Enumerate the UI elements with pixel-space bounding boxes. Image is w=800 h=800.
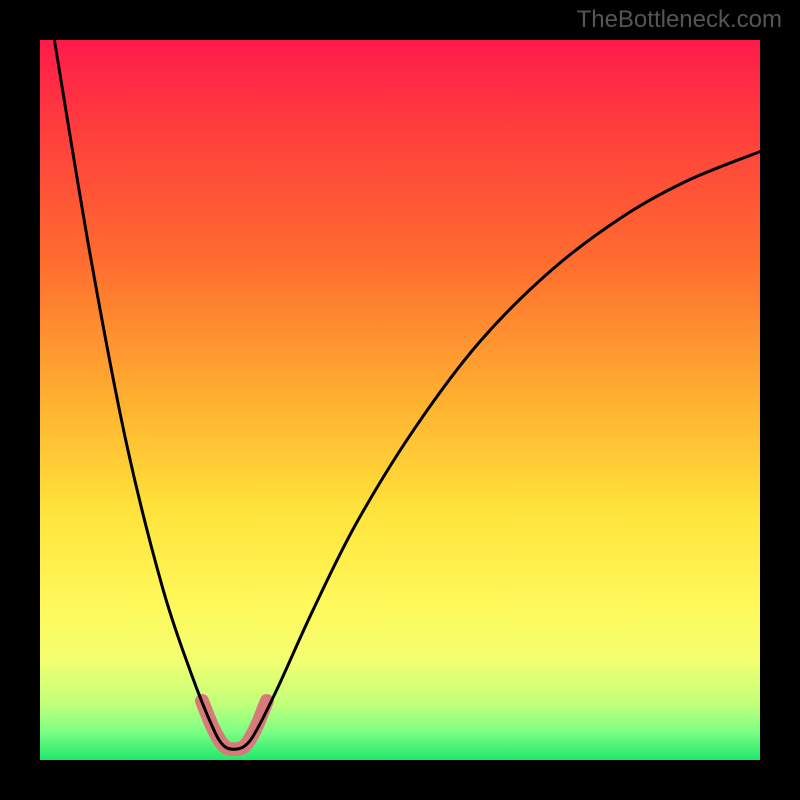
chart-svg bbox=[0, 0, 800, 800]
plot-background bbox=[40, 40, 760, 760]
chart-root: TheBottleneck.com bbox=[0, 0, 800, 800]
watermark-text: TheBottleneck.com bbox=[577, 6, 782, 34]
